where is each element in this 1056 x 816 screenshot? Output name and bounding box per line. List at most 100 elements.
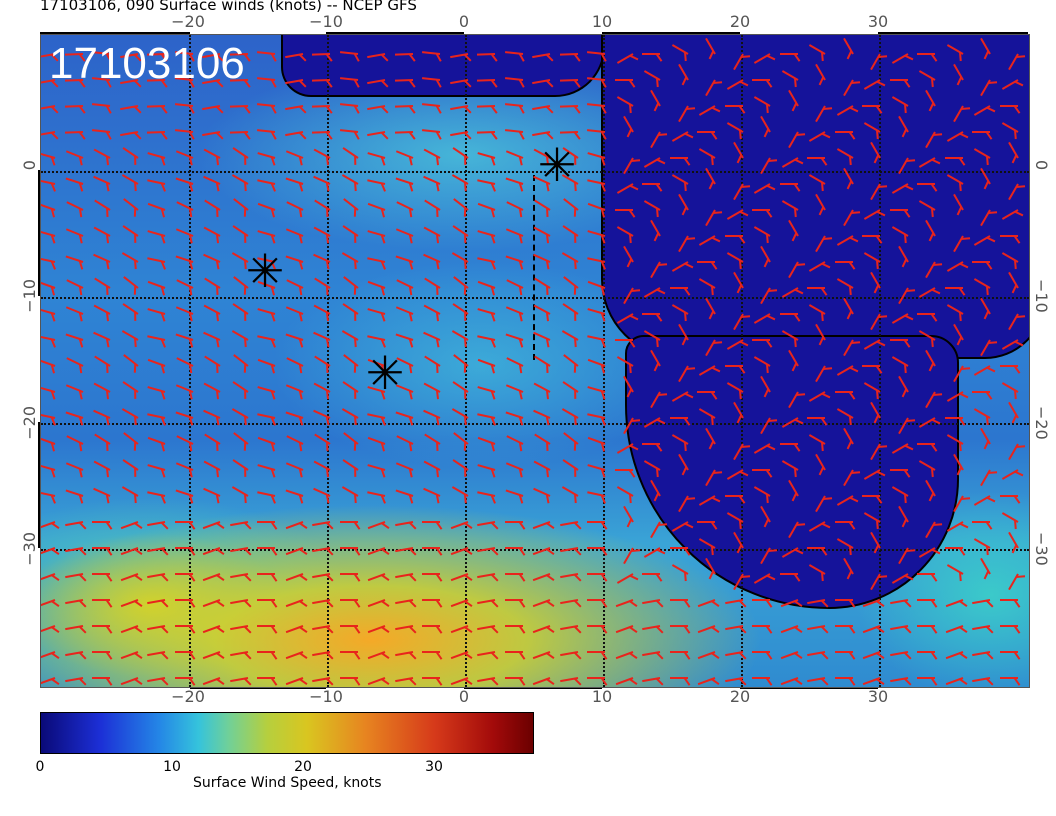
wind-barb-flag [846,310,852,320]
wind-barb-flag [380,678,390,686]
wind-barb-flag [985,599,994,608]
wind-barb [257,491,276,504]
wind-barb [476,79,498,88]
wind-barb-flag [628,493,632,504]
wind-barb [732,53,750,71]
wind-barb [836,495,858,506]
wind-barb [944,547,965,556]
wind-barb [41,386,56,400]
wind-barb [229,651,252,660]
wind-barb-flag [78,573,87,582]
wind-barb [342,147,359,165]
wind-barb [94,199,111,217]
wind-barb [339,625,360,634]
wind-barb [925,219,936,242]
wind-barb-flag [958,652,968,660]
wind-barb-flag [105,338,110,348]
wind-barb-flag [353,233,356,243]
wind-barb [285,384,303,400]
wind-barb [972,625,994,634]
wind-barb-flag [353,441,356,451]
wind-barb-flag [215,548,225,556]
wind-barb [339,51,360,62]
wind-barb-flag [243,155,246,165]
wind-barb [342,225,359,243]
wind-barb [232,303,249,321]
wind-barb-flag [435,651,443,660]
wind-barb-flag [188,286,192,296]
wind-barb [175,255,193,270]
wind-barb-flag [380,208,385,218]
wind-barb [532,521,555,530]
wind-barb [41,547,60,556]
wind-barb [781,330,798,348]
wind-barb-flag [78,105,86,114]
wind-barb-flag [216,441,219,451]
wind-barb [1007,401,1019,424]
wind-barb-flag [188,521,195,530]
wind-barb [836,105,858,116]
wind-barb-flag [765,625,773,634]
wind-barb-flag [877,315,888,319]
wind-barb-flag [490,651,499,660]
wind-barb-flag [685,237,695,241]
wind-barb [449,79,472,88]
wind-barb-flag [1013,259,1017,270]
wind-barb [505,228,523,244]
wind-barb-flag [820,417,828,426]
wind-barb-flag [738,210,748,217]
wind-barb [925,89,936,112]
wind-barb [147,413,166,426]
wind-barb [339,573,360,582]
wind-barb-flag [791,102,797,112]
wind-barb [423,487,441,504]
wind-barb-flag [573,207,576,217]
wind-barb-flag [600,547,608,556]
wind-barb-flag [215,678,225,686]
wind-barb-flag [160,468,166,478]
meridian [327,35,329,687]
wind-barb-flag [50,626,60,634]
wind-barb [643,330,661,348]
wind-barb-flag [133,285,136,295]
wind-barb [367,202,386,218]
wind-barb-flag [877,185,888,189]
wind-barb [972,131,993,140]
wind-barb-flag [463,233,466,243]
wind-barb-flag [657,523,668,527]
wind-barb-flag [958,678,968,686]
wind-barb-flag [353,625,360,634]
wind-barb-flag [490,131,498,140]
wind-barb-flag [795,263,805,267]
wind-barb-flag [298,548,308,556]
wind-barb-flag [683,262,693,269]
wind-barb-flag [765,677,773,686]
wind-barb [229,547,252,556]
wind-barb [256,103,277,114]
wind-barb-flag [628,79,635,88]
wind-barb-flag [1013,235,1020,244]
wind-barb-flag [78,156,83,166]
wind-barb-flag [380,468,386,478]
wind-barb-flag [653,492,660,502]
wind-barb [834,391,855,400]
wind-barb-flag [683,677,690,686]
wind-barb-flag [738,599,747,608]
wind-barb [451,252,468,270]
wind-barb-flag [793,467,797,478]
wind-barb-flag [848,625,855,634]
wind-barb [752,469,773,478]
wind-barb [616,356,633,374]
wind-barb [781,547,803,558]
wind-barb [65,150,83,166]
wind-barb [311,105,333,114]
wind-barb [533,226,551,244]
wind-barb-flag [326,285,329,295]
wind-barb-flag [626,518,632,528]
wind-barb [175,384,193,400]
wind-barb-flag [545,53,554,62]
wind-barb [562,276,579,295]
wind-barb [671,521,693,532]
wind-barb [423,382,441,400]
wind-barb [257,436,276,452]
